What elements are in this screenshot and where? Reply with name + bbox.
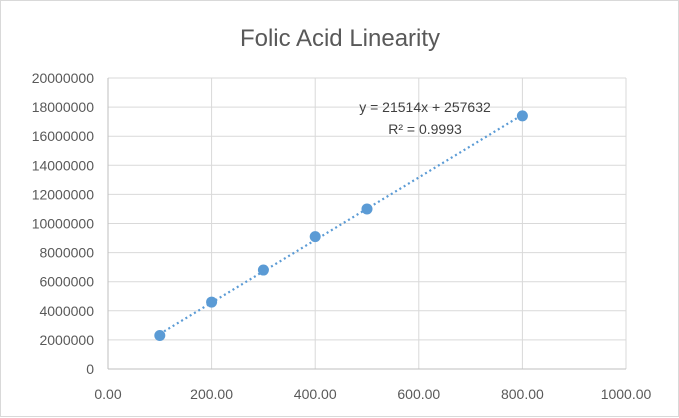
y-tick-label: 6000000 bbox=[39, 274, 94, 290]
data-point bbox=[206, 296, 218, 308]
y-tick-label: 18000000 bbox=[32, 99, 95, 115]
data-point bbox=[516, 110, 528, 122]
x-tick-label: 600.00 bbox=[397, 386, 440, 402]
trendline-layer bbox=[159, 113, 523, 335]
x-tick-label: 800.00 bbox=[501, 386, 544, 402]
x-tick-label: 200.00 bbox=[190, 386, 233, 402]
tick-labels: 0 2000000 4000000 6000000 8000000 10000000 120… bbox=[32, 70, 652, 402]
y-tick-label: 2000000 bbox=[39, 332, 94, 348]
y-tick-label: 12000000 bbox=[32, 186, 95, 202]
y-tick-label: 0 bbox=[86, 361, 94, 377]
gridlines bbox=[108, 77, 627, 369]
data-point bbox=[257, 264, 269, 276]
trendline-equation: y = 21514x + 257632 bbox=[359, 99, 491, 115]
y-tick-label: 10000000 bbox=[32, 216, 95, 232]
y-tick-label: 14000000 bbox=[32, 157, 95, 173]
trendline bbox=[159, 113, 523, 335]
x-tick-label: 0.00 bbox=[94, 386, 121, 402]
y-tick-label: 20000000 bbox=[32, 70, 95, 86]
y-tick-label: 16000000 bbox=[32, 128, 95, 144]
data-points bbox=[154, 110, 528, 342]
trendline-r-squared: R² = 0.9993 bbox=[388, 121, 462, 137]
y-tick-label: 8000000 bbox=[39, 245, 94, 261]
y-tick-label: 4000000 bbox=[39, 303, 94, 319]
data-point bbox=[154, 330, 166, 342]
x-tick-label: 400.00 bbox=[294, 386, 337, 402]
x-tick-label: 1000.00 bbox=[601, 386, 652, 402]
data-point bbox=[309, 231, 321, 243]
axes bbox=[107, 78, 626, 370]
data-point bbox=[361, 203, 373, 215]
chart-title: Folic Acid Linearity bbox=[240, 25, 440, 52]
